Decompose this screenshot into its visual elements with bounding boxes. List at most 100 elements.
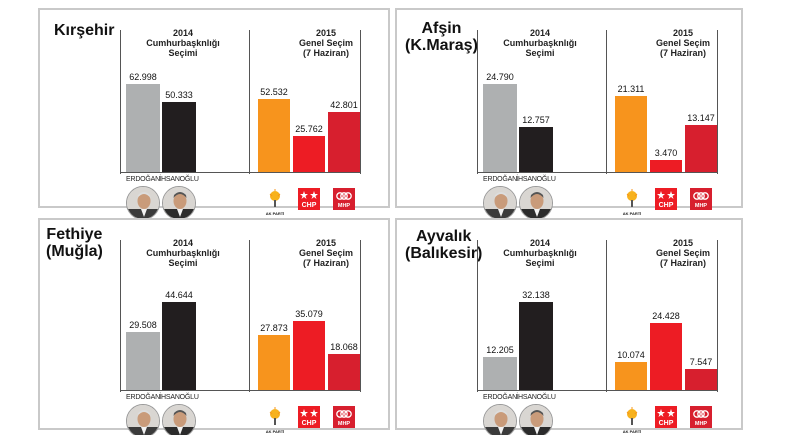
candidate-name-erdogan: ERDOĞAN — [483, 394, 517, 401]
section-2015-line: 2015 — [672, 238, 694, 248]
bar-erdogan — [126, 332, 160, 390]
section-2015-line: (7 Haziran) — [659, 258, 706, 268]
section-2014-line: Cumhurbaşknlığı — [146, 38, 220, 48]
bar-ihsanoglu — [162, 302, 196, 390]
section-2015-header: 2015 Genel Seçim (7 Haziran) — [633, 28, 733, 58]
panel-1: Afşin (K.Maraş) 2014 Cumhurbaşknlığı Seçimi 2… — [395, 8, 743, 220]
value-label-erdogan: 29.508 — [129, 320, 157, 330]
value-label-erdogan: 12.205 — [486, 345, 514, 355]
value-label-mhp: 13.147 — [687, 113, 715, 123]
bar-ihsanoglu — [519, 302, 553, 390]
section-2014-line: Cumhurbaşknlığı — [503, 248, 577, 258]
section-2014-line: 2014 — [529, 28, 551, 38]
ihsanoglu-portrait-icon — [162, 404, 196, 435]
bar-chp — [293, 321, 325, 390]
svg-text:MHP: MHP — [695, 421, 708, 427]
section-2014-line: Seçimi — [525, 48, 555, 58]
section-divider — [360, 30, 361, 174]
section-2014-line: 2014 — [529, 238, 551, 248]
mhp-logo-icon: MHP — [690, 406, 712, 428]
candidate-name-erdogan: ERDOĞAN — [126, 176, 160, 183]
mhp-logo-icon: MHP — [333, 406, 355, 428]
erdogan-portrait-icon — [483, 186, 517, 220]
svg-text:CHP: CHP — [659, 420, 674, 427]
svg-text:MHP: MHP — [338, 203, 351, 209]
chp-logo-icon: CHP — [298, 188, 320, 210]
section-divider — [249, 30, 250, 174]
mhp-logo-icon: MHP — [333, 188, 355, 210]
region-title-line: (Muğla) — [46, 243, 103, 260]
bar-erdogan — [483, 357, 517, 390]
value-label-erdogan: 24.790 — [486, 72, 514, 82]
value-label-akp: 21.311 — [617, 84, 645, 94]
section-2015-line: (7 Haziran) — [302, 258, 349, 268]
section-divider — [717, 240, 718, 392]
value-label-mhp: 42.801 — [330, 100, 358, 110]
section-2014-header: 2014 Cumhurbaşknlığı Seçimi — [133, 238, 233, 268]
akp-logo-text: AK PARTİ — [622, 429, 642, 434]
section-2014-line: Cumhurbaşknlığı — [146, 248, 220, 258]
value-label-mhp: 18.068 — [330, 342, 358, 352]
bar-mhp — [685, 125, 717, 172]
akp-logo-text: AK PARTİ — [265, 429, 285, 434]
section-2014-line: Cumhurbaşknlığı — [503, 38, 577, 48]
akp-logo-icon — [263, 406, 287, 435]
candidate-name-ihsanoglu: İHSANOĞLU — [516, 394, 556, 401]
section-divider — [120, 30, 121, 174]
section-2014-line: Seçimi — [168, 48, 198, 58]
section-2014-header: 2014 Cumhurbaşknlığı Seçimi — [133, 28, 233, 58]
section-2014-line: 2014 — [172, 28, 194, 38]
candidate-name-erdogan: ERDOĞAN — [483, 176, 517, 183]
section-2015-header: 2015 Genel Seçim (7 Haziran) — [276, 238, 376, 268]
region-title-line: Ayvalık — [415, 228, 472, 245]
candidate-name-ihsanoglu: İHSANOĞLU — [159, 394, 199, 401]
svg-text:CHP: CHP — [302, 420, 317, 427]
svg-text:MHP: MHP — [338, 421, 351, 427]
section-divider — [606, 240, 607, 392]
panel-2: Fethiye (Muğla) 2014 Cumhurbaşknlığı Seçimi 2… — [38, 218, 390, 435]
section-divider — [120, 240, 121, 392]
section-2015-line: (7 Haziran) — [302, 48, 349, 58]
bar-mhp — [685, 369, 717, 390]
value-label-erdogan: 62.998 — [129, 72, 157, 82]
chart-baseline — [477, 172, 718, 173]
section-divider — [360, 240, 361, 392]
bar-akp — [258, 99, 290, 172]
value-label-ihsanoglu: 32.138 — [522, 290, 550, 300]
region-title: Ayvalık (Balıkesir) — [405, 228, 482, 262]
region-title-line: Kırşehir — [54, 22, 115, 39]
section-2015-line: Genel Seçim — [655, 248, 711, 258]
chart-baseline — [120, 172, 361, 173]
section-2015-header: 2015 Genel Seçim (7 Haziran) — [276, 28, 376, 58]
bar-akp — [258, 335, 290, 390]
region-title: Afşin (K.Maraş) — [405, 20, 478, 54]
section-2014-line: Seçimi — [168, 258, 198, 268]
section-2014-line: 2014 — [172, 238, 194, 248]
mhp-logo-icon: MHP — [690, 188, 712, 210]
section-2015-line: 2015 — [315, 28, 337, 38]
section-2015-line: 2015 — [672, 28, 694, 38]
value-label-chp: 35.079 — [295, 309, 323, 319]
section-divider — [606, 30, 607, 174]
erdogan-portrait-icon — [126, 186, 160, 220]
bar-chp — [650, 160, 682, 172]
bar-ihsanoglu — [162, 102, 196, 172]
region-title-line: Fethiye — [46, 226, 103, 243]
bar-erdogan — [483, 84, 517, 172]
section-divider — [477, 240, 478, 392]
section-2015-line: (7 Haziran) — [659, 48, 706, 58]
bar-chp — [293, 136, 325, 172]
section-2015-line: Genel Seçim — [655, 38, 711, 48]
bar-mhp — [328, 112, 360, 172]
svg-text:MHP: MHP — [695, 203, 708, 209]
region-title: Kırşehir — [54, 22, 114, 39]
chp-logo-icon: CHP — [298, 406, 320, 428]
bar-ihsanoglu — [519, 127, 553, 172]
candidate-name-ihsanoglu: İHSANOĞLU — [159, 176, 199, 183]
ihsanoglu-portrait-icon — [162, 186, 196, 220]
region-title-line: Afşin — [421, 20, 462, 37]
svg-text:CHP: CHP — [302, 202, 317, 209]
chp-logo-icon: CHP — [655, 188, 677, 210]
region-title-line: (K.Maraş) — [405, 37, 478, 54]
value-label-chp: 3.470 — [654, 148, 678, 158]
